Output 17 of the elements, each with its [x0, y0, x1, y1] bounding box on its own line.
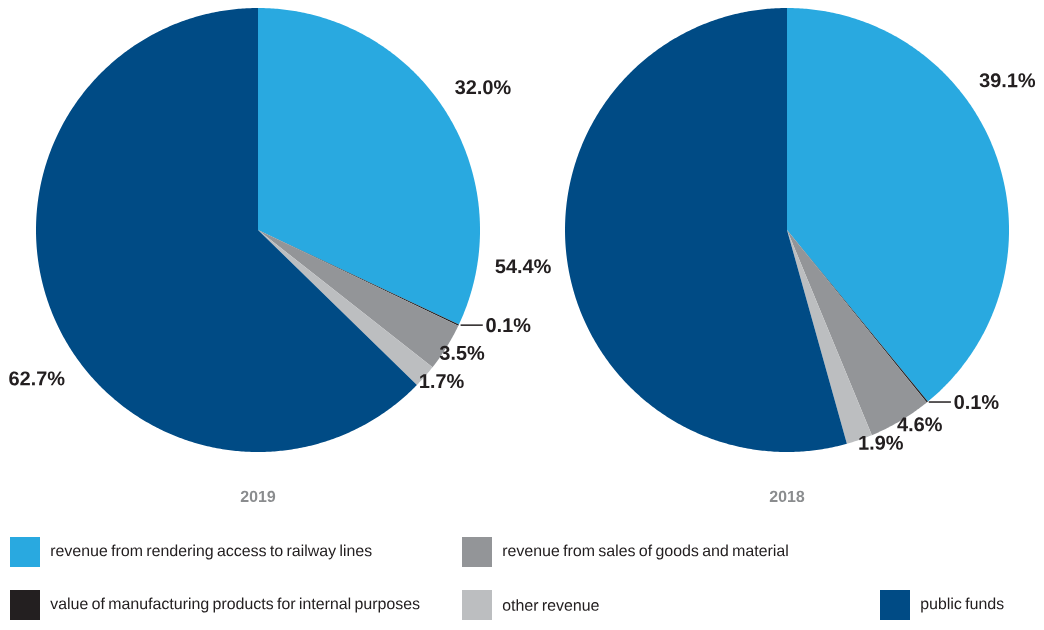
- data-label: 3.5%: [439, 345, 485, 360]
- data-label: 0.1%: [486, 318, 531, 333]
- legend-label: public funds: [921, 597, 1004, 613]
- legend-label: other revenue: [502, 599, 599, 611]
- text: 2018: [769, 490, 805, 503]
- data-label: 62.7%: [9, 371, 65, 386]
- data-label: 1.9%: [859, 435, 903, 450]
- data-label: 4.6%: [897, 417, 942, 432]
- data-label: 54.4%: [495, 259, 551, 274]
- data-label: 39.1%: [979, 73, 1036, 88]
- data-label: 1.7%: [420, 374, 464, 389]
- data-label: 32.0%: [455, 80, 511, 95]
- legend-label: revenue from rendering access to railway lines: [51, 544, 372, 560]
- legend-label: revenue from sales of goods and material: [503, 544, 788, 560]
- data-label: 0.1%: [954, 394, 999, 410]
- legend-label: value of manufacturing products for internal purposes: [50, 597, 420, 613]
- text: 2019: [240, 490, 276, 503]
